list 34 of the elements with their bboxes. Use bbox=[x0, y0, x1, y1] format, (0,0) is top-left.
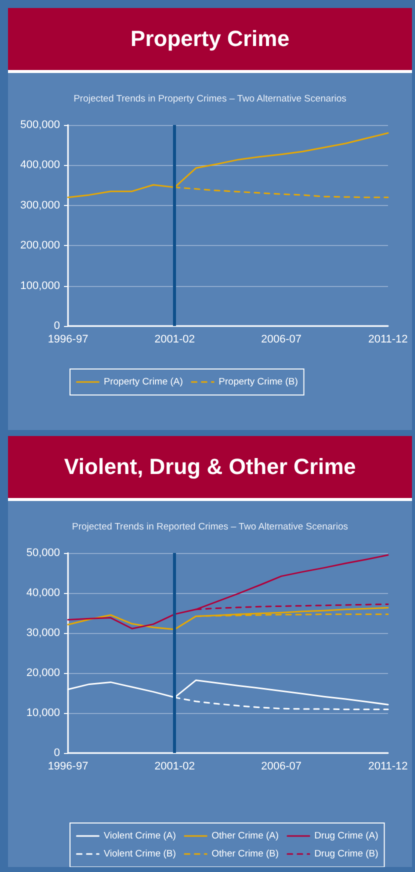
y-tick-label: 100,000 bbox=[20, 280, 60, 292]
legend-label: Other Crime (B) bbox=[212, 848, 279, 860]
x-tick-label: 2011-12 bbox=[368, 334, 408, 346]
line-series bbox=[67, 132, 389, 198]
y-tick-label: 10,000 bbox=[26, 707, 60, 719]
legend-label: Property Crime (B) bbox=[218, 376, 298, 388]
chart-title: Violent, Drug & Other Crime bbox=[8, 436, 412, 501]
line-series bbox=[67, 607, 389, 630]
y-tick-label: 30,000 bbox=[26, 627, 60, 639]
legend-label: Drug Crime (A) bbox=[314, 830, 378, 842]
y-tick-label: 200,000 bbox=[20, 240, 60, 252]
y-tick-label: 300,000 bbox=[20, 199, 60, 212]
chart-subtitle: Projected Trends in Reported Crimes – Two Alternative Scenarios bbox=[72, 522, 348, 532]
legend-label: Violent Crime (B) bbox=[104, 848, 176, 860]
x-tick-label: 2001-02 bbox=[154, 334, 195, 346]
legend-label: Drug Crime (B) bbox=[314, 848, 378, 860]
x-tick-label: 2006-07 bbox=[261, 334, 302, 346]
legend-label: Violent Crime (A) bbox=[104, 830, 176, 842]
x-tick-label: 1996-97 bbox=[48, 334, 88, 346]
chart-title: Property Crime bbox=[8, 8, 412, 73]
x-tick-label: 2011-12 bbox=[368, 760, 408, 772]
y-tick-label: 0 bbox=[54, 747, 60, 759]
y-tick-label: 500,000 bbox=[20, 119, 60, 131]
x-tick-label: 2006-07 bbox=[261, 760, 302, 772]
chart-subtitle: Projected Trends in Property Crimes – Two Alternative Scenarios bbox=[74, 94, 347, 104]
y-tick-label: 40,000 bbox=[26, 587, 60, 599]
x-tick-label: 1996-97 bbox=[48, 760, 88, 772]
y-tick-label: 50,000 bbox=[26, 547, 60, 559]
y-tick-label: 400,000 bbox=[20, 159, 60, 172]
x-tick-label: 2001-02 bbox=[154, 760, 195, 772]
legend-label: Other Crime (A) bbox=[212, 830, 279, 842]
legend-label: Property Crime (A) bbox=[104, 376, 183, 388]
y-tick-label: 0 bbox=[54, 320, 60, 332]
y-tick-label: 20,000 bbox=[26, 667, 60, 679]
